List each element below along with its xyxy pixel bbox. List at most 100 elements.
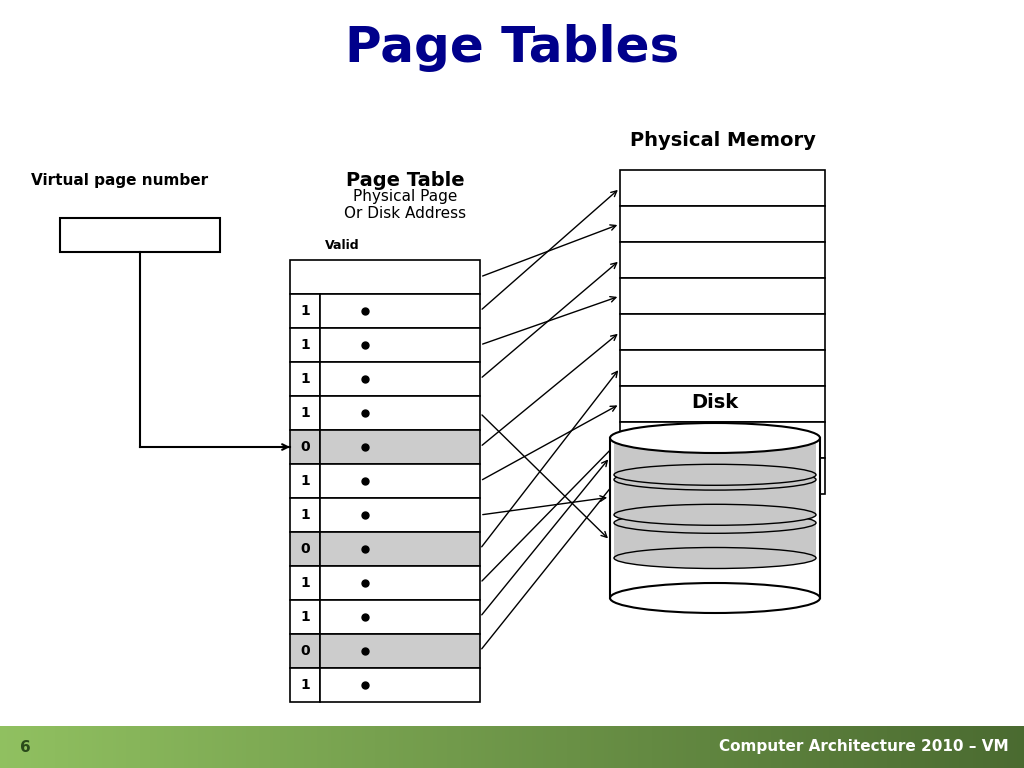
- Bar: [914, 726, 920, 768]
- Bar: [714, 726, 718, 768]
- Ellipse shape: [614, 548, 816, 568]
- Bar: [341, 726, 346, 768]
- Bar: [669, 726, 674, 768]
- Bar: [290, 566, 319, 600]
- Text: Page Table: Page Table: [346, 170, 464, 190]
- Bar: [198, 726, 203, 768]
- Bar: [290, 600, 319, 634]
- Bar: [532, 726, 537, 768]
- Bar: [509, 726, 513, 768]
- Bar: [484, 726, 489, 768]
- Ellipse shape: [610, 423, 820, 453]
- Bar: [727, 726, 731, 768]
- Bar: [816, 726, 820, 768]
- Bar: [300, 726, 305, 768]
- Bar: [563, 726, 567, 768]
- Bar: [867, 726, 871, 768]
- Bar: [369, 726, 373, 768]
- Bar: [7, 726, 11, 768]
- Bar: [215, 726, 219, 768]
- Bar: [402, 726, 408, 768]
- Bar: [361, 726, 367, 768]
- Bar: [433, 726, 438, 768]
- Bar: [191, 726, 196, 768]
- Bar: [187, 726, 193, 768]
- Bar: [990, 726, 994, 768]
- Bar: [195, 726, 199, 768]
- Bar: [904, 726, 909, 768]
- Bar: [382, 726, 387, 768]
- Bar: [847, 726, 851, 768]
- Bar: [355, 726, 359, 768]
- Bar: [792, 726, 797, 768]
- Bar: [645, 726, 649, 768]
- Bar: [167, 726, 172, 768]
- Bar: [826, 726, 830, 768]
- Bar: [386, 726, 390, 768]
- Bar: [546, 726, 551, 768]
- Bar: [888, 726, 892, 768]
- Bar: [376, 726, 380, 768]
- Bar: [829, 726, 834, 768]
- Bar: [212, 726, 216, 768]
- Bar: [276, 726, 281, 768]
- Bar: [529, 726, 534, 768]
- Bar: [208, 726, 213, 768]
- Bar: [451, 726, 455, 768]
- Bar: [319, 532, 480, 566]
- Bar: [870, 726, 874, 768]
- Bar: [730, 726, 735, 768]
- Text: 1: 1: [300, 372, 310, 386]
- Bar: [1011, 726, 1015, 768]
- Bar: [686, 726, 690, 768]
- Bar: [319, 668, 480, 702]
- Bar: [925, 726, 930, 768]
- Bar: [614, 523, 816, 558]
- Bar: [290, 668, 319, 702]
- Bar: [133, 726, 137, 768]
- Bar: [607, 726, 612, 768]
- Text: Page Tables: Page Tables: [345, 24, 679, 72]
- Text: Disk: Disk: [691, 393, 738, 412]
- Bar: [290, 634, 319, 668]
- Bar: [65, 726, 70, 768]
- Bar: [413, 726, 418, 768]
- Bar: [44, 726, 49, 768]
- Bar: [481, 726, 485, 768]
- Text: 1: 1: [300, 508, 310, 522]
- Text: 6: 6: [20, 740, 31, 754]
- Bar: [560, 726, 564, 768]
- Bar: [290, 430, 319, 464]
- Bar: [372, 726, 377, 768]
- Bar: [177, 726, 182, 768]
- Bar: [976, 726, 981, 768]
- Bar: [256, 726, 260, 768]
- Bar: [840, 726, 844, 768]
- Bar: [570, 726, 574, 768]
- Bar: [658, 726, 664, 768]
- Bar: [48, 726, 52, 768]
- Bar: [389, 726, 393, 768]
- Bar: [908, 726, 912, 768]
- Bar: [755, 726, 759, 768]
- Bar: [110, 726, 114, 768]
- Bar: [319, 634, 480, 668]
- Bar: [751, 726, 756, 768]
- Text: 1: 1: [300, 406, 310, 420]
- Bar: [116, 726, 121, 768]
- Bar: [740, 726, 745, 768]
- Bar: [620, 422, 825, 458]
- Bar: [635, 726, 639, 768]
- Bar: [24, 726, 29, 768]
- Bar: [478, 726, 482, 768]
- Bar: [331, 726, 336, 768]
- Bar: [986, 726, 991, 768]
- Bar: [809, 726, 813, 768]
- Bar: [620, 314, 825, 350]
- Bar: [996, 726, 1001, 768]
- Bar: [693, 726, 697, 768]
- Bar: [105, 726, 111, 768]
- Bar: [319, 600, 480, 634]
- Bar: [205, 726, 209, 768]
- Bar: [82, 726, 86, 768]
